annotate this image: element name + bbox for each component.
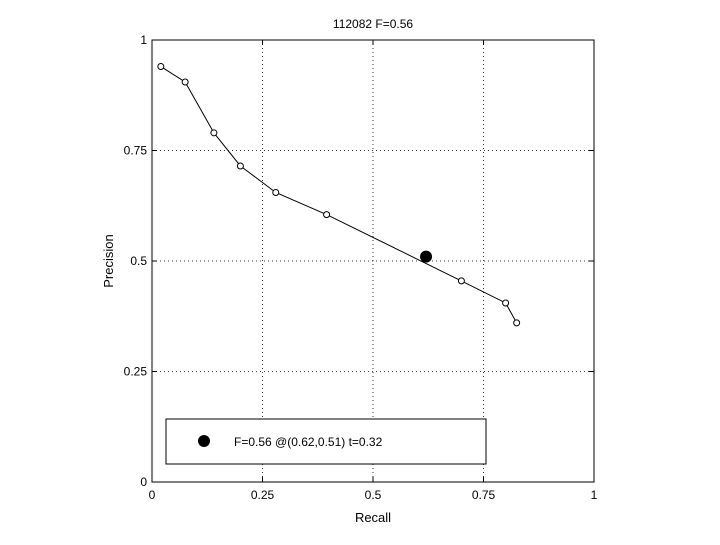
x-tick-label: 0.75: [472, 488, 496, 502]
data-point: [502, 299, 510, 307]
grid-lines: [152, 40, 594, 482]
y-tick-label: 0: [140, 475, 147, 489]
legend-box: [165, 418, 487, 465]
data-point: [210, 129, 218, 137]
data-point: [513, 319, 521, 327]
data-point: [157, 63, 165, 71]
x-tick-label: 0.25: [251, 488, 275, 502]
axis-ticks: 0 0.25 0.5 0.75 1 0 0.25 0.5 0.75 1: [124, 33, 598, 502]
x-tick-label: 0.5: [365, 488, 382, 502]
x-tick-label: 1: [591, 488, 598, 502]
chart-title: 112082 F=0.56: [333, 17, 414, 31]
data-point: [272, 188, 280, 196]
y-tick-label: 0.5: [130, 254, 147, 268]
y-tick-label: 0.25: [124, 365, 148, 379]
data-point: [457, 277, 465, 285]
y-axis-label: Precision: [101, 234, 116, 287]
y-tick-label: 0.75: [124, 144, 148, 158]
series-layer: [157, 63, 521, 327]
best-f-point: [420, 250, 433, 263]
x-axis-label: Recall: [355, 510, 391, 525]
legend-label: F=0.56 @(0.62,0.51) t=0.32: [234, 435, 383, 449]
data-point: [181, 78, 189, 86]
data-point: [236, 162, 244, 170]
x-tick-label: 0: [149, 488, 156, 502]
y-tick-label: 1: [140, 33, 147, 47]
legend: F=0.56 @(0.62,0.51) t=0.32: [165, 418, 487, 465]
data-point: [323, 211, 331, 219]
legend-marker: [198, 435, 210, 447]
